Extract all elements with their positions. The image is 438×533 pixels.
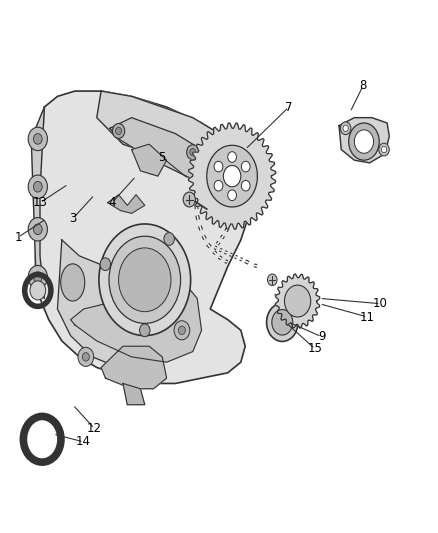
Text: 1: 1 [14,231,22,244]
Circle shape [113,124,125,139]
Text: 12: 12 [87,422,102,435]
Polygon shape [207,146,258,207]
Circle shape [349,123,379,160]
Text: 7: 7 [285,101,293,114]
Polygon shape [35,91,250,383]
Circle shape [285,285,311,317]
Polygon shape [132,144,166,176]
Circle shape [100,258,110,271]
Circle shape [30,281,46,300]
Circle shape [241,161,250,172]
Polygon shape [123,383,145,405]
Circle shape [228,190,237,200]
Circle shape [190,149,196,156]
Circle shape [28,217,47,241]
Circle shape [82,353,89,361]
Circle shape [214,180,223,191]
Circle shape [33,272,42,282]
Polygon shape [31,107,44,298]
Polygon shape [108,195,145,213]
Circle shape [340,122,351,135]
Text: 14: 14 [76,435,91,448]
Text: 5: 5 [159,151,166,164]
Circle shape [109,236,180,324]
Circle shape [28,175,47,198]
Circle shape [140,324,150,337]
Polygon shape [276,274,320,328]
Circle shape [119,248,171,312]
Text: 13: 13 [32,196,47,209]
Circle shape [29,423,55,455]
Circle shape [381,147,387,153]
Polygon shape [97,91,245,187]
Circle shape [272,310,293,335]
Text: 4: 4 [108,196,116,209]
Circle shape [28,265,47,289]
Circle shape [183,192,195,207]
Circle shape [223,165,241,187]
Circle shape [343,125,348,132]
Text: 9: 9 [318,330,325,343]
Circle shape [28,127,47,151]
Circle shape [214,161,223,172]
Circle shape [267,303,298,342]
Polygon shape [339,118,389,163]
Polygon shape [275,294,286,300]
Circle shape [164,232,174,245]
Circle shape [174,321,190,340]
Text: 10: 10 [373,297,388,310]
Polygon shape [110,118,201,181]
Circle shape [241,180,250,191]
Circle shape [187,145,199,160]
Polygon shape [57,240,197,368]
Circle shape [379,143,389,156]
Circle shape [33,224,42,235]
Text: 8: 8 [360,79,367,92]
Circle shape [99,224,191,336]
Text: 3: 3 [69,212,76,225]
Polygon shape [101,346,166,389]
Ellipse shape [61,264,85,301]
Circle shape [228,152,237,163]
Polygon shape [188,123,276,229]
Circle shape [178,326,185,335]
Text: 11: 11 [360,311,375,324]
Circle shape [78,348,94,367]
Circle shape [354,130,374,154]
Circle shape [268,274,277,286]
Polygon shape [71,288,201,362]
Circle shape [116,127,122,135]
Text: 15: 15 [307,342,322,356]
Circle shape [33,134,42,144]
Circle shape [33,181,42,192]
